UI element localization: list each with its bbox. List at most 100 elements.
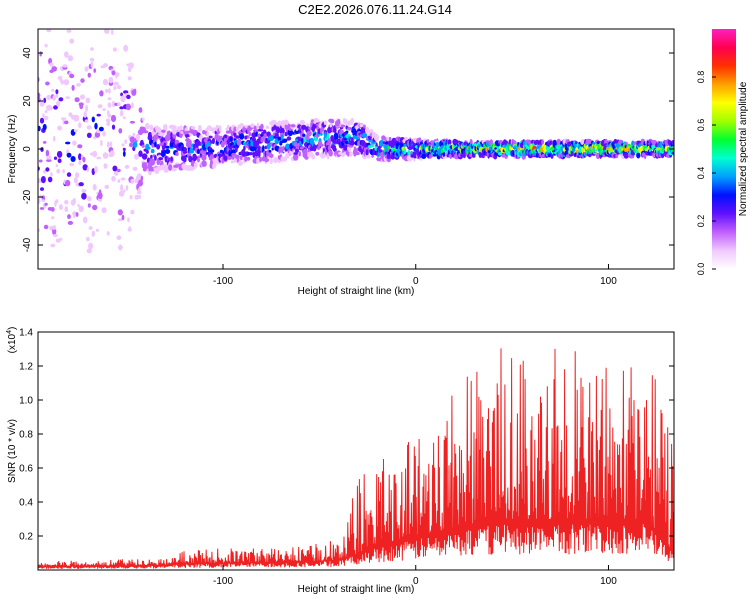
spectrogram-cell xyxy=(67,214,71,220)
spectrogram-cell xyxy=(353,150,357,157)
spectrogram-cell xyxy=(118,190,125,197)
spectrogram-cell xyxy=(49,62,54,67)
spectrogram-cell xyxy=(69,38,75,44)
spectrogram-x-label: Height of straight line (km) xyxy=(298,286,415,297)
spectrogram-cell xyxy=(329,123,333,128)
spectrogram-cell xyxy=(116,235,122,240)
spectrogram-cell xyxy=(73,177,78,184)
y-tick-label: -20 xyxy=(22,189,33,204)
spectrogram-cell xyxy=(234,146,238,153)
spectrogram-cell xyxy=(64,51,69,58)
spectrogram-cell xyxy=(98,126,104,132)
spectrogram-cell xyxy=(39,51,42,57)
spectrogram-cell xyxy=(55,89,59,95)
spectrogram-cell xyxy=(235,135,240,139)
spectrogram-cell xyxy=(60,79,64,85)
spectrogram-cell xyxy=(244,156,248,162)
spectrogram-cell xyxy=(228,149,232,157)
spectrogram-cell xyxy=(211,137,215,145)
spectrogram-cell xyxy=(43,224,49,230)
spectrogram-cell xyxy=(350,117,354,124)
colorbar-label: Normalized spectral amplitude xyxy=(738,81,749,216)
snr-frame xyxy=(37,331,675,571)
spectrogram-cell xyxy=(45,167,50,172)
spectrogram-cell xyxy=(97,104,103,109)
spectrogram-cell xyxy=(318,143,324,147)
spectrogram-cell xyxy=(109,141,113,148)
spectrogram-cell xyxy=(220,135,223,141)
spectrogram-cell xyxy=(572,148,576,152)
spectrogram-cell xyxy=(196,148,201,155)
spectrogram-cell xyxy=(38,159,43,163)
spectrogram-cell xyxy=(363,124,366,129)
spectrogram-cell xyxy=(38,125,41,132)
spectrogram-cell xyxy=(374,134,380,141)
spectrogram-cell xyxy=(512,140,516,144)
spectrogram-cell xyxy=(75,212,79,217)
spectrogram-cell xyxy=(53,234,58,238)
spectrogram-cell xyxy=(299,119,305,126)
spectrogram-x-ticks: -100 0 100 xyxy=(213,264,617,287)
spectrogram-cell xyxy=(235,126,240,131)
spectrogram-cell xyxy=(132,132,136,137)
spectrogram-cell xyxy=(127,217,130,223)
spectrogram-cell xyxy=(94,166,98,173)
spectrogram-cell xyxy=(198,127,202,132)
spectrogram-cell xyxy=(78,160,82,166)
spectrogram-cell xyxy=(193,162,198,168)
spectrogram-cell xyxy=(239,133,245,140)
spectrogram-cell xyxy=(347,126,353,131)
spectrogram-cell xyxy=(332,147,337,152)
spectrogram-cell xyxy=(84,119,89,123)
x-tick-label: 100 xyxy=(600,276,617,287)
spectrogram-cell xyxy=(218,125,222,132)
spectrogram-cell xyxy=(148,169,152,176)
spectrogram-cell xyxy=(121,214,125,221)
spectrogram-cell xyxy=(91,116,96,123)
spectrogram-cell xyxy=(203,150,208,157)
spectrogram-cell xyxy=(315,151,320,156)
spectrogram-cell xyxy=(99,90,104,97)
spectrogram-cell xyxy=(50,207,55,212)
spectrogram-cell xyxy=(339,129,344,135)
spectrogram-cell xyxy=(353,146,357,152)
spectrogram-cell xyxy=(77,144,83,149)
spectrogram-cell xyxy=(101,207,107,214)
spectrogram-cell xyxy=(122,147,126,151)
spectrogram-cell xyxy=(52,225,56,230)
spectrogram-cell xyxy=(46,159,52,162)
spectrogram-cell xyxy=(190,126,196,130)
spectrogram-cell xyxy=(43,97,47,104)
spectrogram-cell xyxy=(102,131,106,137)
spectrogram-cell xyxy=(547,153,552,158)
spectrogram-cell xyxy=(158,157,164,161)
spectrogram-cell xyxy=(328,150,333,157)
spectrogram-cell xyxy=(123,90,129,94)
spectrogram-cell xyxy=(120,184,124,192)
spectrogram-cell xyxy=(106,141,110,148)
spectrogram-cell xyxy=(129,120,135,124)
spectrogram-cell xyxy=(472,153,476,158)
spectrogram-cell xyxy=(82,216,88,224)
spectrogram-cell xyxy=(62,64,68,68)
spectrogram-cell xyxy=(223,155,228,161)
spectrogram-cell xyxy=(64,199,69,205)
spectrogram-cell xyxy=(38,197,41,205)
spectrogram-cell xyxy=(260,123,264,130)
spectrogram-cell xyxy=(340,124,346,128)
spectrogram-cell xyxy=(72,197,76,205)
spectrogram-cell xyxy=(86,248,92,254)
spectrogram-cell xyxy=(111,29,114,35)
spectrogram-cell xyxy=(64,120,69,125)
spectrogram-cell xyxy=(421,153,427,160)
spectrogram-cell xyxy=(144,122,150,130)
spectrogram-cell xyxy=(262,145,265,152)
x-tick-label: -100 xyxy=(213,276,233,287)
spectrogram-cell xyxy=(259,156,263,162)
spectrogram-cell xyxy=(127,228,132,232)
spectrogram-cell xyxy=(343,144,349,151)
spectrogram-cell xyxy=(115,72,120,77)
spectrogram-cell xyxy=(103,163,108,169)
spectrogram-cell xyxy=(51,216,55,220)
spectrogram-cell xyxy=(88,226,93,230)
